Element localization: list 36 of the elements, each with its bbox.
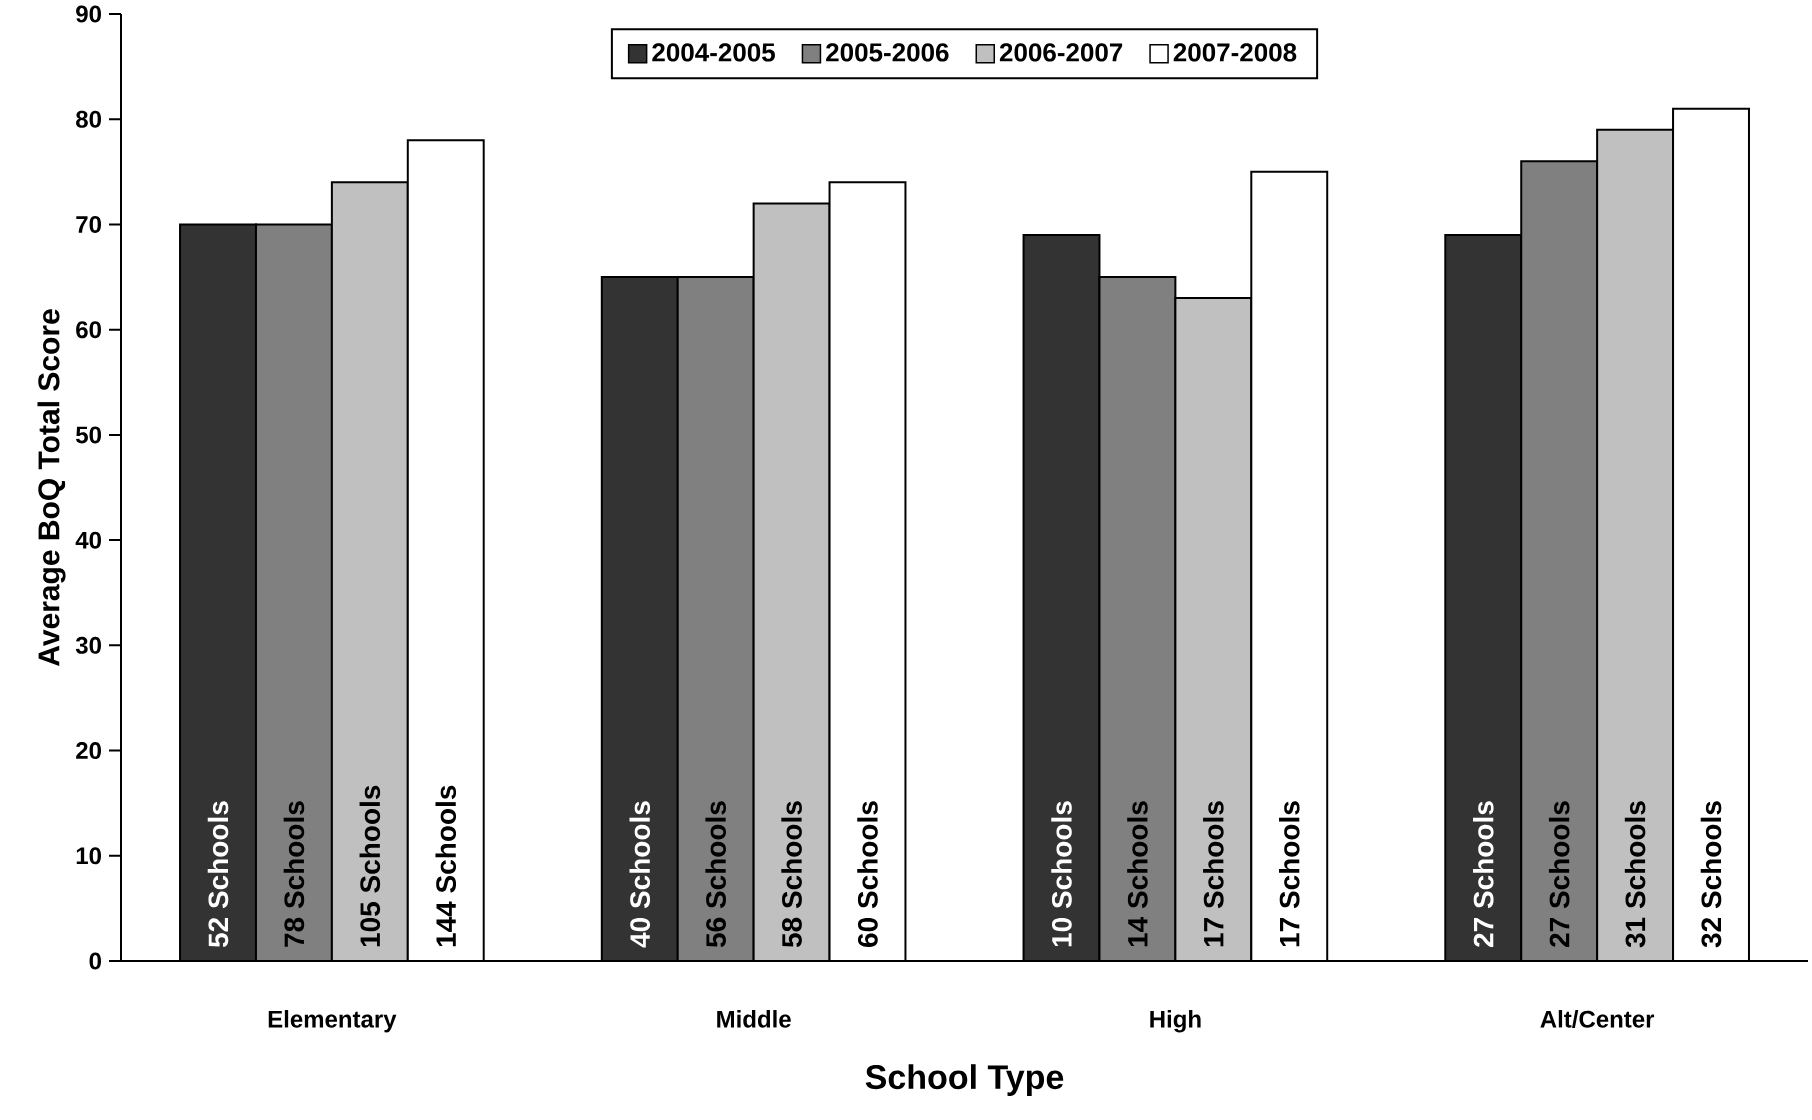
y-tick-label: 50 [76, 426, 101, 444]
y-tick-label: 30 [75, 636, 101, 654]
annotation: 10 Schools [1051, 801, 1072, 947]
annotation: 56 Schools [705, 801, 726, 948]
x-tick-label: Alt/Center [1540, 1010, 1655, 1028]
legend-label: 2006-2007 [999, 43, 1123, 62]
y-tick-label: 80 [76, 110, 101, 128]
annotation: 31 Schools [1624, 801, 1646, 948]
annotation: 58 Schools [781, 801, 802, 948]
y-tick-label: 90 [76, 5, 101, 23]
annotation: 17 Schools [1203, 801, 1224, 947]
y-tick-label: 0 [89, 952, 101, 970]
x-axis-title: School Type [865, 1064, 1064, 1096]
x-tick-label: Middle [717, 1010, 791, 1028]
annotation: 52 Schools [207, 801, 229, 948]
legend-label: 2007-2008 [1173, 43, 1297, 62]
y-axis-title: Average BoQ Total Score [37, 309, 66, 666]
y-tick-label: 20 [76, 742, 101, 760]
annotation: 144 Schools [435, 785, 457, 947]
legend-label: 2005-2006 [826, 43, 949, 62]
annotation: 40 Schools [629, 801, 651, 948]
annotation: 27 Schools [1472, 801, 1494, 948]
y-tick-label: 10 [76, 847, 101, 865]
annotation: 32 Schools [1700, 801, 1722, 948]
annotation: 78 Schools [283, 801, 305, 947]
x-tick-label: High [1150, 1010, 1201, 1033]
legend-label: 2004-2005 [652, 43, 775, 62]
x-tick-label: Elementary [268, 1010, 397, 1033]
y-tick-label: 70 [76, 215, 101, 233]
y-tick-label: 60 [76, 321, 101, 339]
annotation: 105 Schools [359, 785, 381, 947]
annotation: 27 Schools [1548, 801, 1570, 948]
annotation: 14 Schools [1127, 801, 1148, 947]
y-tick-label: 40 [75, 531, 101, 549]
annotation: 60 Schools [857, 801, 878, 947]
annotation: 17 Schools [1278, 801, 1300, 947]
